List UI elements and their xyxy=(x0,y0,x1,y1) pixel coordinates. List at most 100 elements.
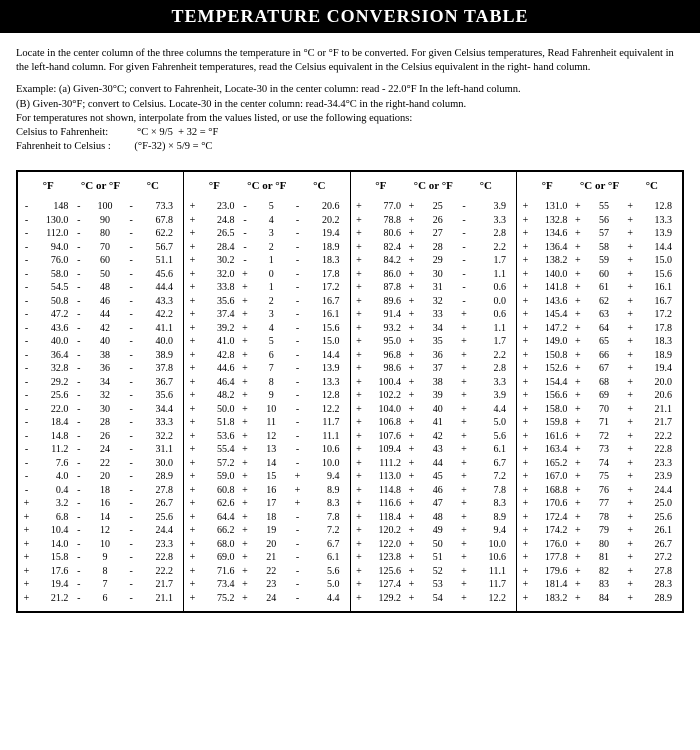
table-row: +62.6+17+8.3 xyxy=(188,497,346,511)
table-row: +138.2+59+15.0 xyxy=(521,254,678,268)
table-row: +48.2+9-12.8 xyxy=(188,389,346,403)
table-row: +163.4+73+22.8 xyxy=(521,443,678,457)
table-row: +158.0+70+21.1 xyxy=(521,403,678,417)
table-row: +17.6-8-22.2 xyxy=(22,565,179,579)
table-row: +154.4+68+20.0 xyxy=(521,376,678,390)
table-row: +32.0+0-17.8 xyxy=(188,268,346,282)
table-row: +68.0+20-6.7 xyxy=(188,538,346,552)
table-row: +71.6+22-5.6 xyxy=(188,565,346,579)
page-title: TEMPERATURE CONVERSION TABLE xyxy=(0,0,700,33)
table-row: +14.0-10-23.3 xyxy=(22,538,179,552)
table-row: +116.6+47+8.3 xyxy=(355,497,513,511)
table-row: +82.4+28-2.2 xyxy=(355,241,513,255)
table-row: +41.0+5-15.0 xyxy=(188,335,346,349)
table-row: +141.8+61+16.1 xyxy=(521,281,678,295)
table-row: -36.4-38-38.9 xyxy=(22,349,179,363)
table-row: +55.4+13-10.6 xyxy=(188,443,346,457)
table-row: +57.2+14-10.0 xyxy=(188,457,346,471)
table-row: +53.6+12-11.1 xyxy=(188,430,346,444)
header-f: °F xyxy=(355,180,408,192)
table-row: +6.8-14-25.6 xyxy=(22,511,179,525)
table-row: +96.8+36+2.2 xyxy=(355,349,513,363)
table-row: +168.8+76+24.4 xyxy=(521,484,678,498)
header-f: °F xyxy=(521,180,573,192)
table-row: -54.5-48-44.4 xyxy=(22,281,179,295)
column-header: °F°C or °F°C xyxy=(22,176,179,200)
column-header: °F°C or °F°C xyxy=(188,176,346,200)
table-row: +46.4+8-13.3 xyxy=(188,376,346,390)
table-row: +51.8+11-11.7 xyxy=(188,416,346,430)
header-m: °C or °F xyxy=(241,180,294,192)
table-row: +131.0+55+12.8 xyxy=(521,200,678,214)
table-row: -94.0-70-56.7 xyxy=(22,241,179,255)
table-row: +122.0+50+10.0 xyxy=(355,538,513,552)
table-row: +104.0+40+4.4 xyxy=(355,403,513,417)
table-row: -58.0-50-45.6 xyxy=(22,268,179,282)
table-row: +91.4+33+0.6 xyxy=(355,308,513,322)
table-row: -0.4-18-27.8 xyxy=(22,484,179,498)
table-column: °F°C or °F°C+131.0+55+12.8+132.8+56+13.3… xyxy=(517,171,684,612)
table-column: °F°C or °F°C+77.0+25-3.9+78.8+26-3.3+80.… xyxy=(350,171,517,612)
table-row: +60.8+16+8.9 xyxy=(188,484,346,498)
table-row: -112.0-80-62.2 xyxy=(22,227,179,241)
table-row: -47.2-44-42.2 xyxy=(22,308,179,322)
table-row: -25.6-32-35.6 xyxy=(22,389,179,403)
table-row: +176.0+80+26.7 xyxy=(521,538,678,552)
table-row: -76.0-60-51.1 xyxy=(22,254,179,268)
table-row: +106.8+41+5.0 xyxy=(355,416,513,430)
table-row: +42.8+6-14.4 xyxy=(188,349,346,363)
table-row: +174.2+79+26.1 xyxy=(521,524,678,538)
table-row: -11.2-24-31.1 xyxy=(22,443,179,457)
table-row: +59.0+15+9.4 xyxy=(188,470,346,484)
table-row: +69.0+21-6.1 xyxy=(188,551,346,565)
table-row: +134.6+57+13.9 xyxy=(521,227,678,241)
header-m: °C or °F xyxy=(74,180,126,192)
table-row: +37.4+3-16.1 xyxy=(188,308,346,322)
table-row: +132.8+56+13.3 xyxy=(521,214,678,228)
table-row: +149.0+65+18.3 xyxy=(521,335,678,349)
table-row: +129.2+54+12.2 xyxy=(355,592,513,606)
header-f: °F xyxy=(188,180,241,192)
table-row: +30.2-1-18.3 xyxy=(188,254,346,268)
table-row: +183.2+84+28.9 xyxy=(521,592,678,606)
table-row: -14.8-26-32.2 xyxy=(22,430,179,444)
table-row: +24.8-4-20.2 xyxy=(188,214,346,228)
table-column: °F°C or °F°C-148-100-73.3-130.0-90-67.8-… xyxy=(17,171,184,612)
table-row: +66.2+19-7.2 xyxy=(188,524,346,538)
table-row: -22.0-30-34.4 xyxy=(22,403,179,417)
table-row: +167.0+75+23.9 xyxy=(521,470,678,484)
table-row: +98.6+37+2.8 xyxy=(355,362,513,376)
table-row: -29.2-34-36.7 xyxy=(22,376,179,390)
table-row: +179.6+82+27.8 xyxy=(521,565,678,579)
table-row: +107.6+42+5.6 xyxy=(355,430,513,444)
table-row: +15.8-9-22.8 xyxy=(22,551,179,565)
table-row: +78.8+26-3.3 xyxy=(355,214,513,228)
table-row: -43.6-42-41.1 xyxy=(22,322,179,336)
table-row: +172.4+78+25.6 xyxy=(521,511,678,525)
table-row: +93.2+34+1.1 xyxy=(355,322,513,336)
table-row: +181.4+83+28.3 xyxy=(521,578,678,592)
table-row: +64.4+18-7.8 xyxy=(188,511,346,525)
table-row: -18.4-28-33.3 xyxy=(22,416,179,430)
table-row: +10.4-12-24.4 xyxy=(22,524,179,538)
table-row: +127.4+53+11.7 xyxy=(355,578,513,592)
table-row: +111.2+44+6.7 xyxy=(355,457,513,471)
header-c: °C xyxy=(293,180,346,192)
table-row: +28.4-2-18.9 xyxy=(188,241,346,255)
table-row: +120.2+49+9.4 xyxy=(355,524,513,538)
table-row: +177.8+81+27.2 xyxy=(521,551,678,565)
table-row: +50.0+10-12.2 xyxy=(188,403,346,417)
table-row: +3.2-16-26.7 xyxy=(22,497,179,511)
table-row: -148-100-73.3 xyxy=(22,200,179,214)
table-row: +150.8+66+18.9 xyxy=(521,349,678,363)
table-row: +100.4+38+3.3 xyxy=(355,376,513,390)
table-row: +19.4-7-21.7 xyxy=(22,578,179,592)
header-m: °C or °F xyxy=(407,180,460,192)
table-row: +161.6+72+22.2 xyxy=(521,430,678,444)
table-row: -50.8-46-43.3 xyxy=(22,295,179,309)
header-c: °C xyxy=(626,180,678,192)
table-row: +140.0+60+15.6 xyxy=(521,268,678,282)
table-row: +152.6+67+19.4 xyxy=(521,362,678,376)
conversion-table: °F°C or °F°C-148-100-73.3-130.0-90-67.8-… xyxy=(16,170,684,613)
intro-example-a: Example: (a) Given-30°C; convert to Fahr… xyxy=(16,83,684,97)
